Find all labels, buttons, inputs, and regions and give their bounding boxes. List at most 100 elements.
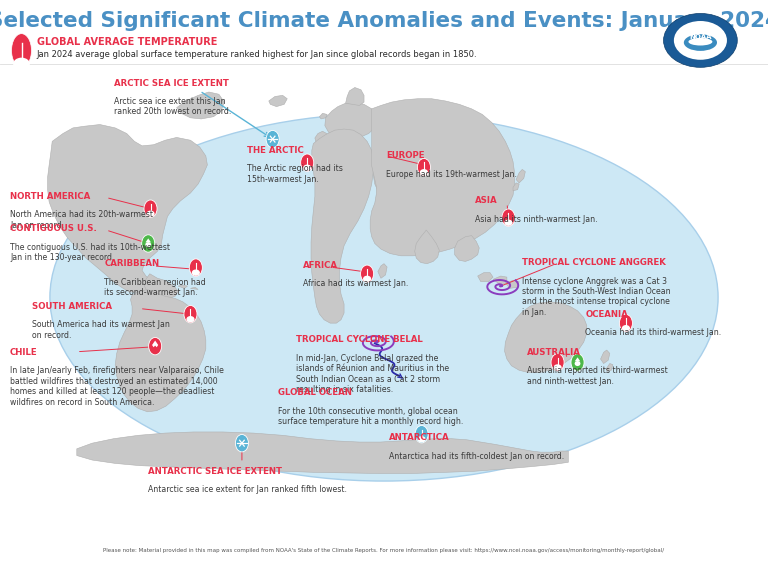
Ellipse shape <box>235 434 249 452</box>
Polygon shape <box>325 102 378 139</box>
Polygon shape <box>574 357 581 361</box>
Polygon shape <box>493 276 507 285</box>
Circle shape <box>187 317 194 321</box>
Polygon shape <box>269 95 287 107</box>
Polygon shape <box>370 99 515 256</box>
Text: North America had its 20th-warmest
Jan on record.: North America had its 20th-warmest Jan o… <box>10 210 153 230</box>
Circle shape <box>304 165 310 170</box>
Circle shape <box>623 326 629 330</box>
Ellipse shape <box>551 354 564 371</box>
Circle shape <box>375 341 378 343</box>
Ellipse shape <box>688 38 713 45</box>
Circle shape <box>674 21 727 60</box>
Text: Asia had its ninth-warmest Jan.: Asia had its ninth-warmest Jan. <box>475 215 598 224</box>
Polygon shape <box>152 341 158 347</box>
Polygon shape <box>378 264 387 278</box>
Ellipse shape <box>184 305 197 323</box>
Text: Africa had its warmest Jan.: Africa had its warmest Jan. <box>303 279 408 288</box>
Ellipse shape <box>415 425 429 443</box>
Ellipse shape <box>145 242 151 247</box>
Polygon shape <box>505 302 587 373</box>
Polygon shape <box>607 364 613 371</box>
Ellipse shape <box>266 130 280 148</box>
Text: Antarctica had its fifth-coldest Jan on record.: Antarctica had its fifth-coldest Jan on … <box>389 452 564 461</box>
Text: South America had its warmest Jan
on record.: South America had its warmest Jan on rec… <box>32 320 170 340</box>
Text: Arctic sea ice extent this Jan
ranked 20th lowest on record.: Arctic sea ice extent this Jan ranked 20… <box>114 97 231 117</box>
Text: CARIBBEAN: CARIBBEAN <box>104 259 160 268</box>
Ellipse shape <box>684 34 717 51</box>
Text: In late Jan/early Feb, firefighters near Valparaiso, Chile
battled wildfires tha: In late Jan/early Feb, firefighters near… <box>10 366 223 407</box>
Polygon shape <box>373 155 412 193</box>
Text: TROPICAL CYCLONE ANGGREK: TROPICAL CYCLONE ANGGREK <box>522 258 666 267</box>
Text: THE ARCTIC: THE ARCTIC <box>247 146 304 155</box>
Polygon shape <box>478 273 493 282</box>
Text: Please note: Material provided in this map was compiled from NOAA's State of the: Please note: Material provided in this m… <box>104 548 664 553</box>
Ellipse shape <box>301 154 314 172</box>
Text: The Caribbean region had
its second-warmest Jan.: The Caribbean region had its second-warm… <box>104 278 206 297</box>
Ellipse shape <box>50 113 718 481</box>
Text: Selected Significant Climate Anomalies and Events: January 2024: Selected Significant Climate Anomalies a… <box>0 11 768 31</box>
Polygon shape <box>455 236 479 261</box>
Polygon shape <box>311 129 373 323</box>
Circle shape <box>499 285 502 287</box>
Circle shape <box>364 277 370 281</box>
Circle shape <box>193 270 199 275</box>
Text: GLOBAL OCEAN: GLOBAL OCEAN <box>278 388 352 397</box>
Text: NOAA: NOAA <box>689 34 712 40</box>
Text: TROPICAL CYCLONE BELAL: TROPICAL CYCLONE BELAL <box>296 335 423 344</box>
Text: GLOBAL AVERAGE TEMPERATURE: GLOBAL AVERAGE TEMPERATURE <box>37 37 217 47</box>
Ellipse shape <box>12 34 31 67</box>
Text: ARCTIC SEA ICE EXTENT: ARCTIC SEA ICE EXTENT <box>114 79 229 88</box>
Text: ANTARCTICA: ANTARCTICA <box>389 433 449 442</box>
Text: OCEANIA: OCEANIA <box>585 310 628 319</box>
Text: Jan 2024 average global surface temperature ranked highest for Jan since global : Jan 2024 average global surface temperat… <box>37 50 478 59</box>
Polygon shape <box>601 350 610 364</box>
Text: The contiguous U.S. had its 10th-wettest
Jan in the 130-year record.: The contiguous U.S. had its 10th-wettest… <box>10 243 170 263</box>
Text: ASIA: ASIA <box>475 196 497 205</box>
Text: Australia reported its third-warmest
and ninth-wettest Jan.: Australia reported its third-warmest and… <box>527 366 667 386</box>
Text: Intense cyclone Anggrek was a Cat 3
storm in the South-West Indian Ocean
and the: Intense cyclone Anggrek was a Cat 3 stor… <box>522 277 671 317</box>
Text: In mid-Jan, Cyclone Belal grazed the
islands of Réunion and Mauritius in the
Sou: In mid-Jan, Cyclone Belal grazed the isl… <box>296 354 449 394</box>
Ellipse shape <box>189 259 202 276</box>
Polygon shape <box>48 125 207 293</box>
Circle shape <box>505 220 511 225</box>
Ellipse shape <box>141 235 154 252</box>
Text: Oceania had its third-warmest Jan.: Oceania had its third-warmest Jan. <box>585 328 721 337</box>
Polygon shape <box>115 289 206 412</box>
Circle shape <box>664 13 737 67</box>
Text: AUSTRALIA: AUSTRALIA <box>527 348 581 357</box>
Polygon shape <box>415 230 439 264</box>
Ellipse shape <box>574 361 581 366</box>
Polygon shape <box>178 285 187 288</box>
Polygon shape <box>77 432 568 473</box>
Ellipse shape <box>149 337 162 355</box>
Circle shape <box>419 437 425 442</box>
Polygon shape <box>190 287 198 289</box>
Text: SOUTH AMERICA: SOUTH AMERICA <box>32 302 112 311</box>
Polygon shape <box>177 92 224 119</box>
Ellipse shape <box>619 314 632 332</box>
Ellipse shape <box>360 265 374 282</box>
Text: For the 10th consecutive month, global ocean
surface temperature hit a monthly r: For the 10th consecutive month, global o… <box>278 407 463 426</box>
Text: CHILE: CHILE <box>10 348 38 357</box>
Polygon shape <box>144 274 178 298</box>
Text: EUROPE: EUROPE <box>386 151 425 160</box>
Ellipse shape <box>144 200 157 218</box>
Polygon shape <box>145 238 151 242</box>
Polygon shape <box>346 88 364 105</box>
Text: Europe had its 19th-warmest Jan.: Europe had its 19th-warmest Jan. <box>386 170 518 179</box>
Ellipse shape <box>571 354 584 371</box>
Polygon shape <box>315 131 332 146</box>
Text: AFRICA: AFRICA <box>303 261 338 270</box>
Text: CONTIGUOUS U.S.: CONTIGUOUS U.S. <box>10 224 97 233</box>
Text: The Arctic region had its
15th-warmest Jan.: The Arctic region had its 15th-warmest J… <box>247 164 343 184</box>
Circle shape <box>147 211 154 216</box>
Polygon shape <box>516 169 525 183</box>
Ellipse shape <box>502 209 515 226</box>
Polygon shape <box>319 113 327 119</box>
Circle shape <box>554 365 561 370</box>
Ellipse shape <box>418 159 430 176</box>
Text: NORTH AMERICA: NORTH AMERICA <box>10 192 90 201</box>
Circle shape <box>421 170 427 174</box>
Polygon shape <box>505 280 519 288</box>
